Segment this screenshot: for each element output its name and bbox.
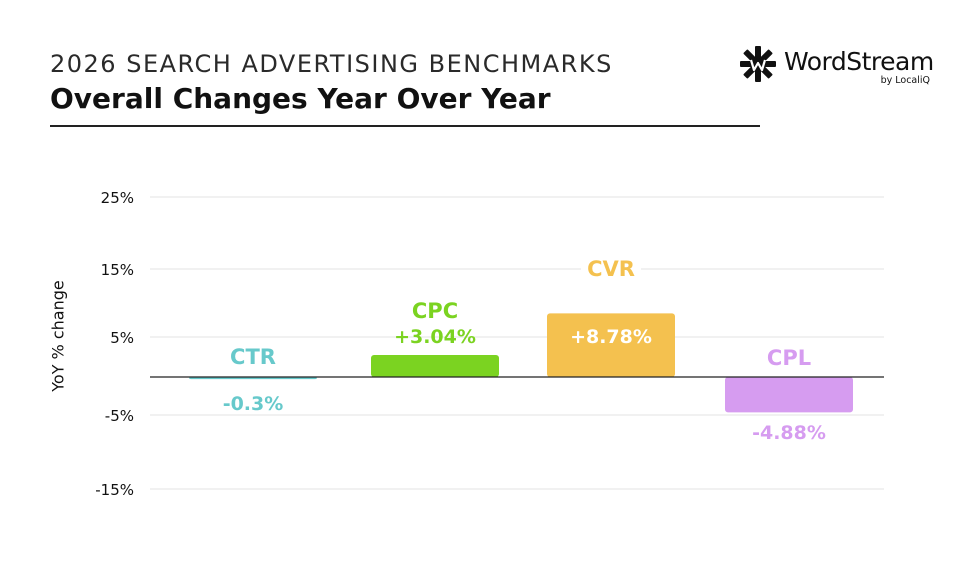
data-label: -0.3% <box>223 393 284 415</box>
logo-subtitle: by LocaliQ <box>880 75 930 86</box>
y-tick-label: 15% <box>101 261 134 279</box>
bar-cpl <box>725 377 853 413</box>
chart-suptitle: 2026 SEARCH ADVERTISING BENCHMARKS <box>50 50 613 78</box>
y-tick-label: -5% <box>105 407 134 425</box>
bar-cpc <box>371 354 499 377</box>
y-axis-label: YoY % change <box>48 280 68 392</box>
y-tick-label: 25% <box>101 189 134 207</box>
y-tick-label: 5% <box>110 329 134 347</box>
category-label: CTR <box>230 345 276 369</box>
category-label-backing <box>581 257 641 281</box>
y-tick-label: -15% <box>95 481 134 499</box>
category-label: CVR <box>587 257 635 281</box>
title-divider <box>50 125 760 127</box>
data-label: -4.88% <box>752 422 826 444</box>
chart-title: Overall Changes Year Over Year <box>50 82 551 115</box>
data-label: +3.04% <box>394 326 476 348</box>
bar-cvr <box>547 313 675 377</box>
category-label: CPL <box>767 346 811 370</box>
category-label: CPC <box>412 299 458 323</box>
wordstream-logo: WordStream by LocaliQ <box>738 44 948 88</box>
wordstream-logo-icon <box>740 46 776 82</box>
logo-name: WordStream <box>784 47 934 76</box>
data-label: +8.78% <box>570 326 652 348</box>
